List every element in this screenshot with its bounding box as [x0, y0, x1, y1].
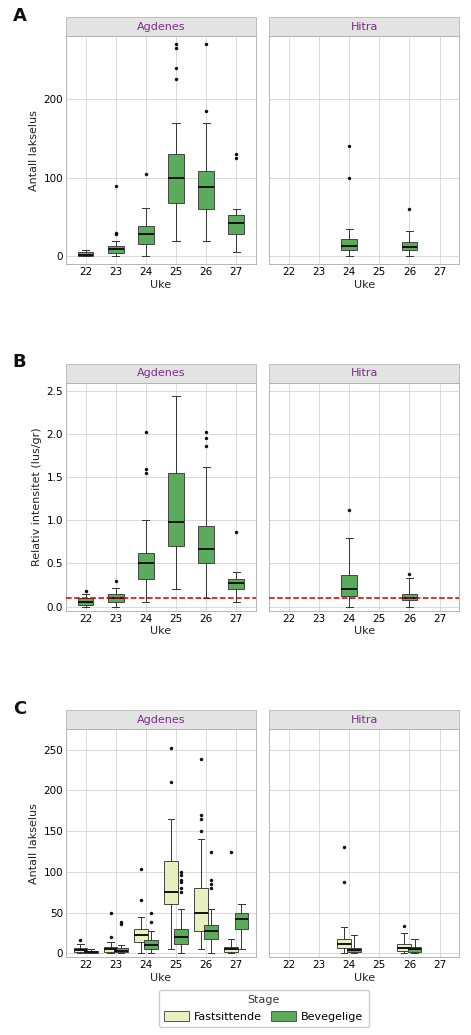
Bar	[224, 947, 238, 951]
X-axis label: Uke: Uke	[150, 279, 171, 290]
Bar	[341, 574, 357, 596]
X-axis label: Uke: Uke	[150, 626, 171, 637]
Bar	[138, 227, 154, 244]
X-axis label: Uke: Uke	[150, 973, 171, 983]
Text: Agdenes: Agdenes	[137, 368, 185, 378]
Bar	[228, 215, 244, 234]
Bar	[168, 154, 184, 203]
Bar	[198, 527, 214, 563]
Text: Hitra: Hitra	[350, 715, 378, 724]
Text: Agdenes: Agdenes	[137, 22, 185, 32]
Bar	[235, 913, 248, 928]
Bar	[164, 861, 178, 905]
Bar	[168, 473, 184, 546]
Bar	[348, 948, 361, 952]
Text: B: B	[13, 353, 26, 372]
Bar	[341, 239, 357, 250]
Bar	[134, 928, 147, 942]
Bar	[78, 253, 93, 257]
Text: C: C	[13, 700, 26, 717]
Bar	[337, 939, 351, 948]
Bar	[138, 553, 154, 579]
X-axis label: Uke: Uke	[354, 279, 375, 290]
Bar	[204, 925, 218, 939]
Legend: Fastsittende, Bevegelige: Fastsittende, Bevegelige	[159, 989, 369, 1028]
Bar	[104, 947, 117, 951]
Bar	[174, 928, 188, 944]
X-axis label: Uke: Uke	[354, 973, 375, 983]
Text: Agdenes: Agdenes	[137, 715, 185, 724]
Bar	[228, 579, 244, 589]
X-axis label: Uke: Uke	[354, 626, 375, 637]
Bar	[84, 951, 97, 953]
Y-axis label: Relativ intensitet (lus/gr): Relativ intensitet (lus/gr)	[32, 427, 42, 566]
Bar	[144, 940, 158, 949]
Bar	[108, 594, 123, 602]
Bar	[114, 948, 128, 952]
Bar	[108, 246, 123, 254]
Bar	[78, 598, 93, 604]
Text: A: A	[13, 6, 27, 25]
Bar	[194, 888, 208, 930]
Bar	[402, 594, 417, 600]
Y-axis label: Antall lakselus: Antall lakselus	[29, 803, 39, 884]
Text: Hitra: Hitra	[350, 368, 378, 378]
Bar	[398, 944, 411, 951]
Bar	[408, 947, 422, 951]
Text: Hitra: Hitra	[350, 22, 378, 32]
Y-axis label: Antall lakselus: Antall lakselus	[29, 110, 40, 190]
Bar	[198, 172, 214, 209]
Bar	[402, 242, 417, 250]
Bar	[73, 948, 87, 952]
